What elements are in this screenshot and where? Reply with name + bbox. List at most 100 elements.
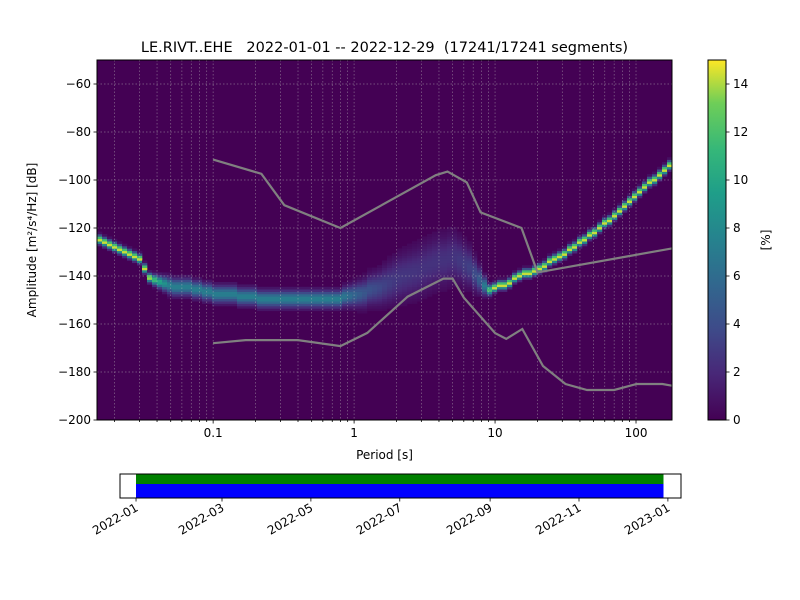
heatmap-cell	[417, 243, 423, 247]
heatmap-cell	[202, 282, 208, 285]
x-tick-label: 100	[625, 426, 648, 440]
heatmap-cell	[432, 248, 438, 252]
heatmap-cell	[472, 250, 478, 254]
heatmap-cell	[427, 258, 433, 261]
heatmap-cell	[247, 284, 253, 288]
heatmap-cell	[427, 294, 433, 297]
heatmap-cell	[237, 289, 243, 292]
heatmap-cell	[457, 282, 463, 285]
heatmap-cell	[237, 298, 243, 302]
heatmap-cell	[342, 296, 348, 300]
heatmap-cell	[392, 272, 398, 276]
heatmap-cell	[412, 241, 418, 244]
heatmap-cell	[407, 255, 413, 259]
heatmap-cell	[342, 291, 348, 295]
heatmap-cell	[432, 286, 438, 290]
x-tick-label: 10	[487, 426, 502, 440]
heatmap-cell	[462, 241, 468, 244]
heatmap-cell	[457, 241, 463, 244]
heatmap-cell	[412, 253, 418, 256]
heatmap-cell	[587, 231, 593, 235]
heatmap-cell	[377, 308, 383, 312]
heatmap-cell	[422, 250, 428, 254]
heatmap-cell	[342, 298, 348, 302]
heatmap-cell	[157, 274, 163, 278]
heatmap-cell	[457, 250, 463, 254]
heatmap-cell	[137, 250, 143, 254]
heatmap-cell	[597, 229, 603, 232]
heatmap-cell	[392, 253, 398, 256]
heatmap-cell	[482, 274, 488, 278]
heatmap-cell	[492, 279, 498, 283]
high-noise-model-line	[212, 158, 672, 274]
heatmap-cell	[382, 301, 388, 304]
heatmap-cell	[437, 241, 443, 244]
heatmap-cell	[437, 284, 443, 288]
heatmap-cell	[172, 284, 178, 288]
heatmap-cell	[462, 260, 468, 264]
heatmap-cell	[467, 260, 473, 264]
heatmap-cell	[412, 298, 418, 302]
heatmap-cell	[442, 262, 448, 266]
heatmap-cell	[472, 262, 478, 266]
heatmap-cell	[262, 296, 268, 300]
heatmap-cell	[357, 308, 363, 312]
heatmap-cell	[582, 243, 588, 247]
heatmap-cell	[462, 262, 468, 266]
heatmap-cell	[332, 301, 338, 304]
heatmap-cell	[107, 248, 113, 252]
heatmap-cell	[437, 246, 443, 249]
heatmap-cell	[517, 272, 523, 276]
heatmap-cell	[377, 289, 383, 292]
heatmap-cell	[227, 296, 233, 300]
heatmap-cell	[457, 248, 463, 252]
heatmap-cell	[262, 308, 268, 312]
heatmap-cell	[322, 296, 328, 300]
heatmap-cell	[642, 188, 648, 192]
heatmap-cell	[502, 284, 508, 288]
heatmap-cell	[512, 270, 518, 273]
timeline-tick-label: 2022-03	[176, 500, 226, 537]
heatmap-cell	[492, 284, 498, 288]
heatmap-cell	[447, 234, 453, 237]
heatmap-cell	[232, 294, 238, 297]
heatmap-cell	[187, 294, 193, 297]
heatmap-cell	[182, 291, 188, 295]
heatmap-cell	[632, 195, 638, 199]
heatmap-cell	[302, 286, 308, 290]
heatmap-cell	[167, 294, 173, 297]
timeline-tick-label: 2022-11	[533, 500, 583, 537]
heatmap-cell	[267, 296, 273, 300]
heatmap-cell	[652, 183, 658, 187]
heatmap-cell	[642, 178, 648, 182]
heatmap-cell	[327, 294, 333, 297]
heatmap-cell	[262, 286, 268, 290]
heatmap-cell	[97, 241, 103, 244]
heatmap-cell	[482, 294, 488, 297]
heatmap-cell	[102, 236, 108, 240]
heatmap-cell	[122, 250, 128, 254]
heatmap-cell	[447, 255, 453, 259]
heatmap-cell	[472, 284, 478, 288]
heatmap-cell	[407, 260, 413, 264]
heatmap-cell	[282, 289, 288, 292]
heatmap-cell	[497, 284, 503, 288]
heatmap-cell	[347, 282, 353, 285]
heatmap-cell	[382, 267, 388, 271]
heatmap-cell	[222, 301, 228, 304]
heatmap-cell	[517, 270, 523, 273]
heatmap-cell	[367, 298, 373, 302]
heatmap-cell	[457, 265, 463, 268]
heatmap-cell	[127, 255, 133, 259]
heatmap-cell	[442, 246, 448, 249]
heatmap-cell	[187, 279, 193, 283]
heatmap-cell	[227, 301, 233, 304]
heatmap-cell	[457, 284, 463, 288]
heatmap-cell	[367, 270, 373, 273]
heatmap-cell	[442, 282, 448, 285]
heatmap-cell	[317, 291, 323, 295]
heatmap-cell	[387, 270, 393, 273]
heatmap-cell	[652, 171, 658, 175]
heatmap-cell	[467, 279, 473, 283]
heatmap-cell	[402, 303, 408, 307]
